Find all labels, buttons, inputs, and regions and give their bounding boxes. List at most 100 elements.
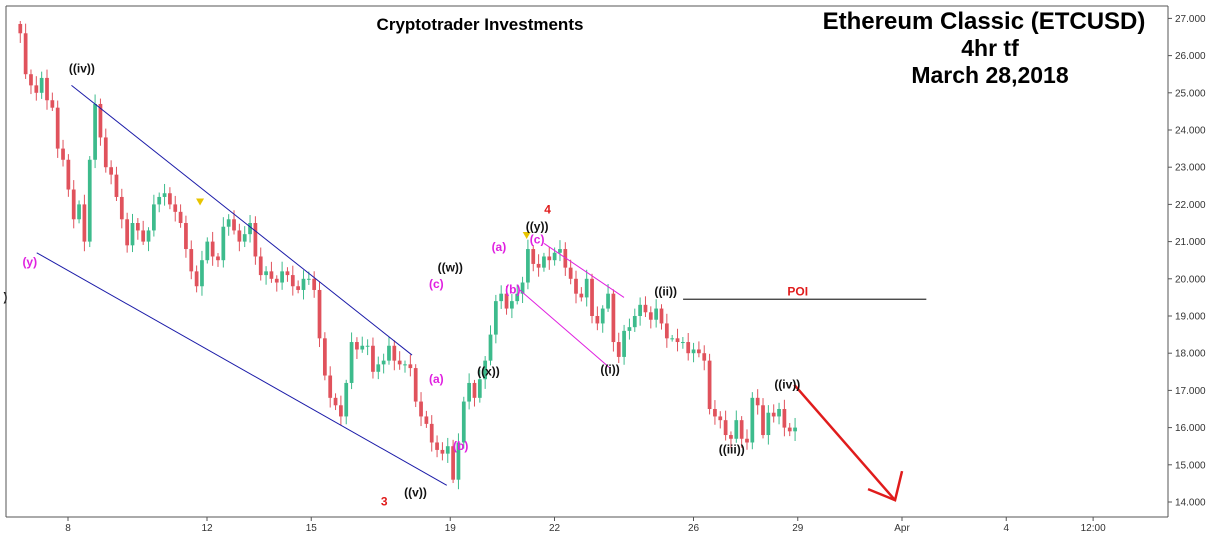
x-tick-label: 29 xyxy=(792,523,804,534)
candle-body-down xyxy=(761,405,765,436)
candle-body-down xyxy=(322,338,327,376)
candle-body-down xyxy=(119,196,124,220)
wave-label: ((w)) xyxy=(438,260,463,274)
candle-body-up xyxy=(766,412,771,436)
candle-body-down xyxy=(34,85,39,93)
candle-body-up xyxy=(200,260,204,287)
candle-body-up xyxy=(483,360,488,380)
candle-body-down xyxy=(29,74,33,86)
candle-body-down xyxy=(702,353,707,361)
candle-body-down xyxy=(296,286,301,290)
candle-body-up xyxy=(542,256,546,268)
wave-label: ((x)) xyxy=(477,365,500,379)
x-tick-label: 15 xyxy=(306,523,318,534)
candle-body-up xyxy=(456,442,461,480)
y-tick-label: 18.000 xyxy=(1175,349,1206,360)
candle-body-up xyxy=(242,234,247,242)
candle-body-down xyxy=(285,271,290,276)
candle-body-down xyxy=(258,256,263,276)
chart-title: Ethereum Classic (ETCUSD) xyxy=(823,8,1146,35)
candle-body-down xyxy=(232,219,236,231)
candle-body-up xyxy=(670,338,675,340)
candle-body-down xyxy=(590,278,594,316)
candle-body-down xyxy=(787,427,792,432)
candle-body-down xyxy=(141,230,146,242)
candle-body-down xyxy=(371,345,375,372)
candle-body-up xyxy=(461,401,466,443)
wave-label: 4 xyxy=(544,203,551,217)
candle-body-down xyxy=(194,271,199,287)
candle-body-up xyxy=(467,382,472,402)
x-tick-label: 19 xyxy=(445,523,457,534)
candle-body-up xyxy=(510,301,514,309)
candle-body-up xyxy=(77,204,81,220)
candle-body-down xyxy=(472,382,477,398)
x-tick-label: 22 xyxy=(549,523,561,534)
candle-body-down xyxy=(664,323,669,339)
candle-body-up xyxy=(349,342,354,383)
candlestick-series xyxy=(18,21,797,490)
candle-body-up xyxy=(654,308,659,320)
candle-body-down xyxy=(531,249,536,264)
y-tick-label: 16.000 xyxy=(1175,423,1206,434)
axes xyxy=(5,5,1169,518)
y-tick-label: 22.000 xyxy=(1175,200,1206,211)
candle-body-down xyxy=(328,375,333,398)
y-tick-label: 14.000 xyxy=(1175,498,1206,509)
wave-label: (b) xyxy=(505,283,520,297)
x-tick-labels: 8 12 15 19 22 26 29 Apr 4 12:00 xyxy=(65,517,1106,534)
candle-body-down xyxy=(23,33,28,75)
candle-body-up xyxy=(205,241,210,261)
candle-body-down xyxy=(253,223,258,257)
y-tick-label: 15.000 xyxy=(1175,460,1206,471)
candle-body-up xyxy=(793,427,797,432)
candle-body-up xyxy=(750,397,755,443)
candle-body-up xyxy=(691,349,696,354)
candle-body-down xyxy=(686,342,691,354)
candle-body-down xyxy=(50,100,55,108)
candle-body-up xyxy=(734,420,739,439)
candle-body-up xyxy=(488,334,493,361)
wave-label: 3 xyxy=(381,495,388,509)
channel-trendline xyxy=(36,252,448,486)
candle-body-down xyxy=(713,409,717,417)
candle-body-down xyxy=(189,249,194,272)
candle-body-up xyxy=(87,159,92,242)
candle-body-down xyxy=(237,230,242,242)
candle-body-down xyxy=(135,223,140,231)
candle-body-down xyxy=(66,159,71,190)
candle-body-down xyxy=(61,148,65,160)
y-tick-label: 17.000 xyxy=(1175,386,1206,397)
candle-body-down xyxy=(397,360,402,365)
wave-label: (c) xyxy=(530,232,545,246)
candle-body-down xyxy=(782,409,787,428)
candle-body-up xyxy=(151,204,156,231)
candle-body-up xyxy=(627,327,632,331)
candle-body-down xyxy=(269,271,274,279)
y-tick-label: 23.000 xyxy=(1175,163,1206,174)
candle-body-up xyxy=(301,278,306,290)
candle-body-down xyxy=(216,256,220,261)
candle-body-down xyxy=(707,360,712,409)
candle-body-down xyxy=(45,77,49,101)
candle-body-down xyxy=(312,278,317,290)
y-tick-label: 26.000 xyxy=(1175,51,1206,62)
candle-body-up xyxy=(130,223,135,246)
corrective-trendline xyxy=(543,243,625,298)
candle-body-down xyxy=(290,275,295,287)
candle-body-down xyxy=(771,412,776,417)
y-tick-label: 27.000 xyxy=(1175,14,1206,25)
wave-label: ) xyxy=(3,290,7,304)
wave-label: (b) xyxy=(453,439,468,453)
wave-label: ((iv)) xyxy=(774,378,800,392)
candle-body-down xyxy=(504,293,509,309)
wave-label: ((iv)) xyxy=(69,61,95,75)
candle-body-down xyxy=(339,405,343,417)
corrective-trendline xyxy=(519,289,611,369)
candle-body-down xyxy=(18,23,23,34)
candle-body-down xyxy=(547,256,552,261)
y-tick-label: 25.000 xyxy=(1175,88,1206,99)
candle-body-down xyxy=(355,342,359,350)
candle-body-up xyxy=(403,364,407,366)
